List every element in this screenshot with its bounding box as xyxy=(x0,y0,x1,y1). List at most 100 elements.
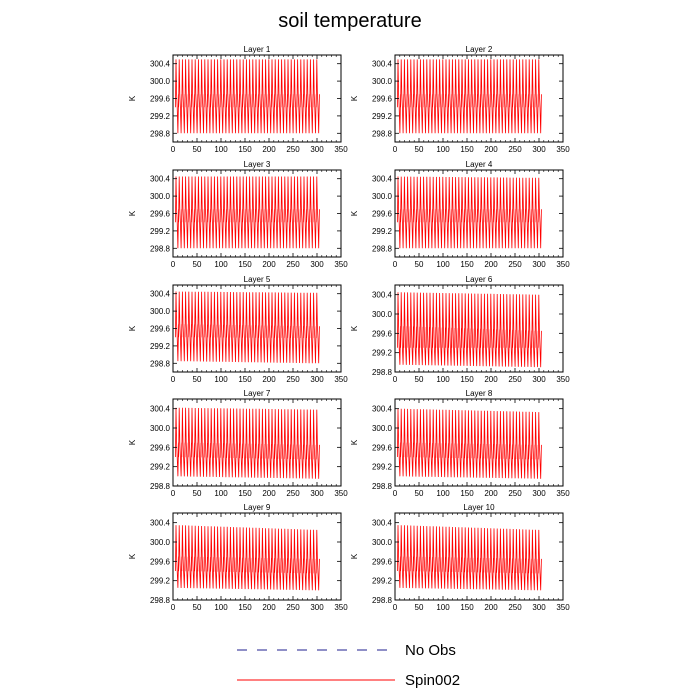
x-tick-label: 150 xyxy=(238,603,252,612)
x-tick-label: 50 xyxy=(193,145,202,154)
x-tick-label: 150 xyxy=(460,145,474,154)
x-tick-label: 0 xyxy=(171,603,176,612)
x-tick-label: 350 xyxy=(556,375,570,384)
x-tick-label: 100 xyxy=(214,260,228,269)
panel-layer-4: Layer 4 0 50 100 150 200 250 300 350 298.8 299.2 29… xyxy=(350,160,570,269)
x-tick-label: 300 xyxy=(532,145,546,154)
panel-title-layer-9: Layer 9 xyxy=(244,503,271,512)
y-tick-label: 299.6 xyxy=(372,557,393,566)
panel-grid: Layer 1 0 50 100 150 200 250 300 350 298.8 299.2 29… xyxy=(128,45,570,612)
x-tick-label: 350 xyxy=(556,489,570,498)
x-tick-label: 150 xyxy=(238,145,252,154)
y-tick-label: 300.0 xyxy=(150,424,171,433)
x-tick-label: 0 xyxy=(393,489,398,498)
y-tick-label: 299.2 xyxy=(372,577,393,586)
y-tick-label: 300.4 xyxy=(150,175,171,184)
x-tick-label: 350 xyxy=(334,603,348,612)
x-tick-label: 50 xyxy=(415,260,424,269)
x-tick-label: 200 xyxy=(484,145,498,154)
x-tick-label: 350 xyxy=(334,489,348,498)
y-tick-label: 299.2 xyxy=(372,349,393,358)
x-tick-label: 50 xyxy=(415,603,424,612)
panel-layer-8: Layer 8 0 50 100 150 200 250 300 350 298.8 299.2 29… xyxy=(350,389,570,498)
x-tick-label: 100 xyxy=(436,145,450,154)
x-tick-label: 250 xyxy=(286,260,300,269)
series-line-spin002-layer-1 xyxy=(175,59,320,134)
x-tick-label: 350 xyxy=(334,260,348,269)
x-tick-label: 300 xyxy=(532,260,546,269)
x-tick-label: 300 xyxy=(310,603,324,612)
y-tick-label: 299.6 xyxy=(372,329,393,338)
x-tick-label: 0 xyxy=(171,260,176,269)
legend-label-spin002: Spin002 xyxy=(405,672,460,689)
y-axis-label: K xyxy=(128,553,137,559)
x-tick-label: 250 xyxy=(508,603,522,612)
series-line-spin002-layer-10 xyxy=(397,525,542,591)
y-tick-label: 300.0 xyxy=(372,538,393,547)
x-tick-label: 200 xyxy=(484,489,498,498)
y-tick-label: 298.8 xyxy=(150,359,171,368)
panel-layer-2: Layer 2 0 50 100 150 200 250 300 350 298.8 299.2 29… xyxy=(350,45,570,154)
x-tick-label: 350 xyxy=(334,375,348,384)
x-tick-label: 250 xyxy=(508,145,522,154)
x-tick-label: 150 xyxy=(460,260,474,269)
x-tick-label: 150 xyxy=(460,489,474,498)
y-tick-label: 298.8 xyxy=(150,129,171,138)
panel-title-layer-6: Layer 6 xyxy=(466,275,493,284)
x-tick-label: 200 xyxy=(262,375,276,384)
panel-title-layer-1: Layer 1 xyxy=(244,45,271,54)
series-line-spin002-layer-8 xyxy=(397,408,542,479)
x-tick-label: 50 xyxy=(193,603,202,612)
y-tick-label: 298.8 xyxy=(372,129,393,138)
y-tick-label: 300.0 xyxy=(372,192,393,201)
x-tick-label: 250 xyxy=(286,375,300,384)
x-tick-label: 0 xyxy=(393,260,398,269)
panel-title-layer-3: Layer 3 xyxy=(244,160,271,169)
y-tick-label: 299.2 xyxy=(150,112,171,121)
x-tick-label: 200 xyxy=(262,145,276,154)
x-tick-label: 100 xyxy=(214,375,228,384)
x-tick-label: 0 xyxy=(171,145,176,154)
x-tick-label: 0 xyxy=(393,145,398,154)
x-tick-label: 50 xyxy=(193,375,202,384)
series-line-spin002-layer-7 xyxy=(175,407,320,479)
y-tick-label: 300.0 xyxy=(150,77,171,86)
y-tick-label: 300.0 xyxy=(372,310,393,319)
y-tick-label: 298.8 xyxy=(372,244,393,253)
y-tick-label: 299.6 xyxy=(150,210,171,219)
y-tick-label: 299.6 xyxy=(150,325,171,334)
x-tick-label: 100 xyxy=(214,603,228,612)
x-tick-label: 200 xyxy=(484,260,498,269)
series-line-spin002-layer-5 xyxy=(175,291,320,364)
x-tick-label: 100 xyxy=(214,145,228,154)
y-tick-label: 299.6 xyxy=(150,95,171,104)
x-tick-label: 50 xyxy=(193,489,202,498)
x-tick-label: 100 xyxy=(436,375,450,384)
x-tick-label: 250 xyxy=(508,375,522,384)
x-tick-label: 150 xyxy=(238,375,252,384)
x-tick-label: 0 xyxy=(393,603,398,612)
y-tick-label: 298.8 xyxy=(150,482,171,491)
x-tick-label: 100 xyxy=(436,489,450,498)
panel-title-layer-2: Layer 2 xyxy=(466,45,493,54)
y-tick-label: 300.0 xyxy=(372,424,393,433)
y-axis-label: K xyxy=(128,95,137,101)
y-tick-label: 299.2 xyxy=(372,112,393,121)
x-tick-label: 300 xyxy=(532,489,546,498)
y-axis-label: K xyxy=(350,95,359,101)
x-tick-label: 300 xyxy=(310,260,324,269)
panel-layer-10: Layer 10 0 50 100 150 200 250 300 350 298.8 299.2 2… xyxy=(350,503,570,612)
panel-layer-9: Layer 9 0 50 100 150 200 250 300 350 298.8 299.2 29… xyxy=(128,503,348,612)
y-tick-label: 299.6 xyxy=(372,210,393,219)
x-tick-label: 100 xyxy=(214,489,228,498)
x-tick-label: 250 xyxy=(286,603,300,612)
panel-layer-3: Layer 3 0 50 100 150 200 250 300 350 298.8 299.2 29… xyxy=(128,160,348,269)
panel-title-layer-8: Layer 8 xyxy=(466,389,493,398)
series-line-spin002-layer-4 xyxy=(397,176,542,249)
y-tick-label: 300.4 xyxy=(372,60,393,69)
y-tick-label: 299.6 xyxy=(150,557,171,566)
y-tick-label: 300.4 xyxy=(150,405,171,414)
x-tick-label: 50 xyxy=(415,375,424,384)
y-tick-label: 299.6 xyxy=(372,95,393,104)
y-tick-label: 300.0 xyxy=(372,77,393,86)
